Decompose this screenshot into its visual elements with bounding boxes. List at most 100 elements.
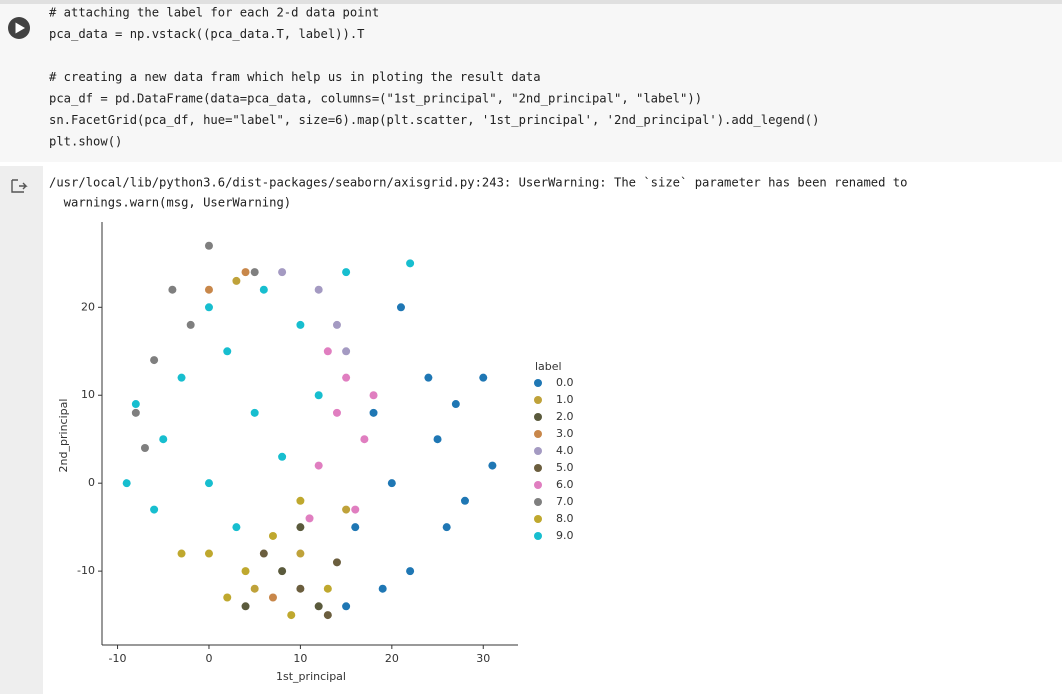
- point: [296, 584, 305, 593]
- point: [268, 531, 277, 540]
- output-icon[interactable]: [11, 179, 28, 193]
- point: [305, 514, 314, 523]
- legend-marker: [534, 379, 542, 387]
- point: [314, 285, 323, 294]
- point: [232, 276, 241, 285]
- point: [241, 567, 250, 576]
- point: [131, 408, 140, 417]
- point: [122, 479, 131, 488]
- x-tick-label: 30: [476, 652, 490, 665]
- legend-label: 2.0: [556, 410, 574, 423]
- point: [268, 593, 277, 602]
- legend-marker: [534, 413, 542, 421]
- point: [351, 523, 360, 532]
- point: [204, 549, 213, 558]
- legend-label: 1.0: [556, 393, 574, 406]
- point: [131, 400, 140, 409]
- point: [259, 549, 268, 558]
- point: [460, 496, 469, 505]
- point: [223, 593, 232, 602]
- legend-label: 4.0: [556, 444, 574, 457]
- legend-label: 7.0: [556, 495, 574, 508]
- point: [177, 373, 186, 382]
- code-line: pca_data = np.vstack((pca_data.T, label)…: [49, 27, 365, 41]
- point: [241, 602, 250, 611]
- y-tick-label: 20: [81, 300, 95, 313]
- legend-marker: [534, 515, 542, 523]
- legend-title: label: [535, 360, 562, 373]
- legend-label: 0.0: [556, 376, 574, 389]
- point: [204, 303, 213, 312]
- legend-marker: [534, 532, 542, 540]
- point: [323, 611, 332, 620]
- legend-marker: [534, 498, 542, 506]
- point: [296, 549, 305, 558]
- point: [296, 320, 305, 329]
- point: [323, 347, 332, 356]
- legend-marker: [534, 430, 542, 438]
- x-tick-label: 20: [385, 652, 399, 665]
- point: [159, 435, 168, 444]
- point: [232, 523, 241, 532]
- code-line: sn.FacetGrid(pca_df, hue="label", size=6…: [49, 113, 819, 127]
- cell-border: [0, 0, 1062, 4]
- legend-marker: [534, 447, 542, 455]
- y-tick-label: -10: [77, 564, 95, 577]
- point: [150, 505, 159, 514]
- point: [204, 479, 213, 488]
- point: [369, 408, 378, 417]
- y-axis-label: 2nd_principal: [57, 399, 70, 473]
- legend-marker: [534, 396, 542, 404]
- point: [332, 558, 341, 567]
- point: [351, 505, 360, 514]
- point: [250, 268, 259, 277]
- point: [296, 523, 305, 532]
- legend-label: 9.0: [556, 529, 574, 542]
- point: [278, 452, 287, 461]
- point: [177, 549, 186, 558]
- point: [278, 567, 287, 576]
- code-cell: [0, 0, 1062, 162]
- point: [296, 496, 305, 505]
- point: [186, 320, 195, 329]
- point: [488, 461, 497, 470]
- point: [442, 523, 451, 532]
- legend-label: 3.0: [556, 427, 574, 440]
- point: [342, 602, 351, 611]
- point: [204, 285, 213, 294]
- point: [204, 241, 213, 250]
- output-line: /usr/local/lib/python3.6/dist-packages/s…: [49, 176, 908, 190]
- point: [406, 567, 415, 576]
- legend-marker: [534, 464, 542, 472]
- point: [314, 461, 323, 470]
- point: [140, 444, 149, 453]
- point: [424, 373, 433, 382]
- point: [332, 320, 341, 329]
- point: [378, 584, 387, 593]
- point: [287, 611, 296, 620]
- code-line: # creating a new data fram which help us…: [49, 70, 541, 84]
- point: [223, 347, 232, 356]
- point: [342, 373, 351, 382]
- legend-label: 6.0: [556, 478, 574, 491]
- point: [168, 285, 177, 294]
- code-line: # attaching the label for each 2-d data …: [49, 6, 379, 20]
- y-tick-label: 0: [88, 476, 95, 489]
- point: [433, 435, 442, 444]
- point: [323, 584, 332, 593]
- point: [342, 505, 351, 514]
- point: [278, 268, 287, 277]
- point: [314, 602, 323, 611]
- point: [342, 268, 351, 277]
- x-tick-label: 10: [293, 652, 307, 665]
- output-gutter: [0, 166, 43, 694]
- code-line: plt.show(): [49, 135, 122, 149]
- point: [314, 391, 323, 400]
- point: [369, 391, 378, 400]
- x-tick-label: -10: [109, 652, 127, 665]
- legend-label: 8.0: [556, 512, 574, 525]
- legend-label: 5.0: [556, 461, 574, 474]
- run-icon: [15, 22, 25, 34]
- point: [250, 584, 259, 593]
